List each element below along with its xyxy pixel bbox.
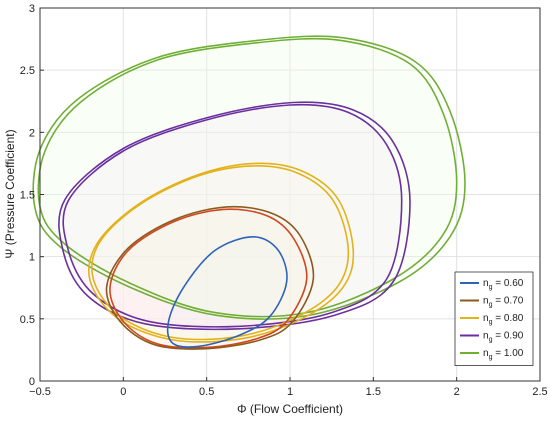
series-line-n-g-0-80 — [91, 165, 350, 341]
y-tick-label: 1 — [29, 252, 35, 264]
legend-label: ng = 0.80 — [483, 313, 524, 326]
y-tick-label: 1.5 — [20, 190, 35, 202]
series-line-n-g-0-80 — [87, 162, 355, 343]
tick-labels: −0.5 0 0.5 1 1.5 2 2.500.511.522.53 — [20, 3, 548, 398]
x-tick-label: 1 — [287, 386, 293, 398]
legend-label: ng = 0.70 — [483, 296, 524, 309]
series-line-n-g-0-60 — [166, 236, 288, 348]
loop-wash — [38, 38, 457, 317]
loop-wash — [91, 165, 349, 340]
series-line-n-g-1-00 — [37, 37, 458, 318]
x-tick-label: 0 — [120, 386, 126, 398]
y-tick-label: 0 — [29, 376, 35, 388]
legend-label: ng = 0.60 — [483, 278, 524, 291]
x-tick-label: −0.5 — [29, 386, 51, 398]
series-line-n-g-1-00 — [32, 35, 466, 320]
loop-wash — [63, 104, 402, 327]
series-group — [32, 35, 466, 350]
x-tick-label: 2 — [454, 386, 460, 398]
series-line-n-g-0-90 — [58, 101, 411, 331]
series-line-n-g-0-70 — [105, 205, 315, 350]
y-tick-label: 2.5 — [20, 65, 35, 77]
x-tick-label: 0.5 — [199, 386, 214, 398]
x-axis-label: Φ (Flow Coefficient) — [237, 402, 343, 416]
legend-label: ng = 0.90 — [483, 331, 524, 344]
legend: ng = 0.60 ng = 0.70 ng = 0.80 ng = 0.90 ng =… — [454, 271, 534, 366]
series-line-n-g-0-70 — [109, 208, 308, 349]
y-tick-label: 2 — [29, 127, 35, 139]
y-tick-label: 0.5 — [20, 314, 35, 326]
y-axis-label: Ψ (Pressure Coefficient) — [3, 129, 17, 258]
x-tick-label: 2.5 — [532, 386, 547, 398]
series-line-n-g-0-90 — [62, 103, 403, 328]
x-tick-label: 1.5 — [366, 386, 381, 398]
legend-label: ng = 1.00 — [483, 348, 524, 361]
y-tick-label: 3 — [29, 3, 35, 15]
loop-wash — [109, 209, 307, 348]
loop-fill-wash — [38, 38, 457, 348]
